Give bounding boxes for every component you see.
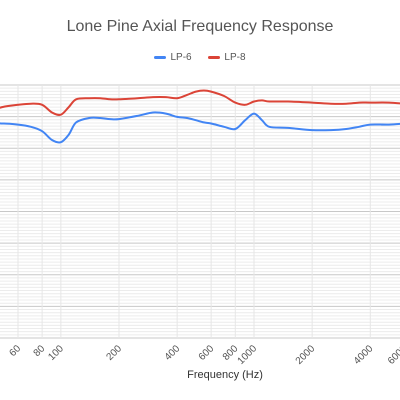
x-tick-label: 600 [197, 343, 217, 363]
x-tick-label: 100 [46, 343, 66, 363]
x-tick-label: 400 [163, 343, 183, 363]
chart-legend: LP-6 LP-8 [0, 52, 400, 63]
legend-item-lp6[interactable]: LP-6 [154, 52, 192, 63]
x-tick-label: 80 [32, 343, 48, 359]
series-line-lp6 [0, 111, 400, 144]
x-tick-label: 60 [7, 343, 23, 359]
x-tick-label: 200 [105, 343, 125, 363]
x-tick-label: 6000 [386, 343, 400, 367]
legend-swatch-lp8 [208, 56, 221, 59]
legend-label-lp8: LP-8 [224, 52, 246, 63]
legend-label-lp6: LP-6 [170, 52, 192, 63]
chart-title: Lone Pine Axial Frequency Response [66, 18, 334, 35]
x-tick-label: 2000 [294, 343, 318, 367]
x-axis-title: Frequency (Hz) [187, 369, 263, 381]
series-layer [0, 89, 400, 144]
x-tick-label: 1000 [236, 343, 260, 367]
series-line-lp8 [0, 89, 400, 116]
legend-swatch-lp6 [154, 56, 167, 59]
grid-layer [0, 84, 400, 339]
x-tick-label: 4000 [352, 343, 376, 367]
legend-item-lp8[interactable]: LP-8 [208, 52, 246, 63]
